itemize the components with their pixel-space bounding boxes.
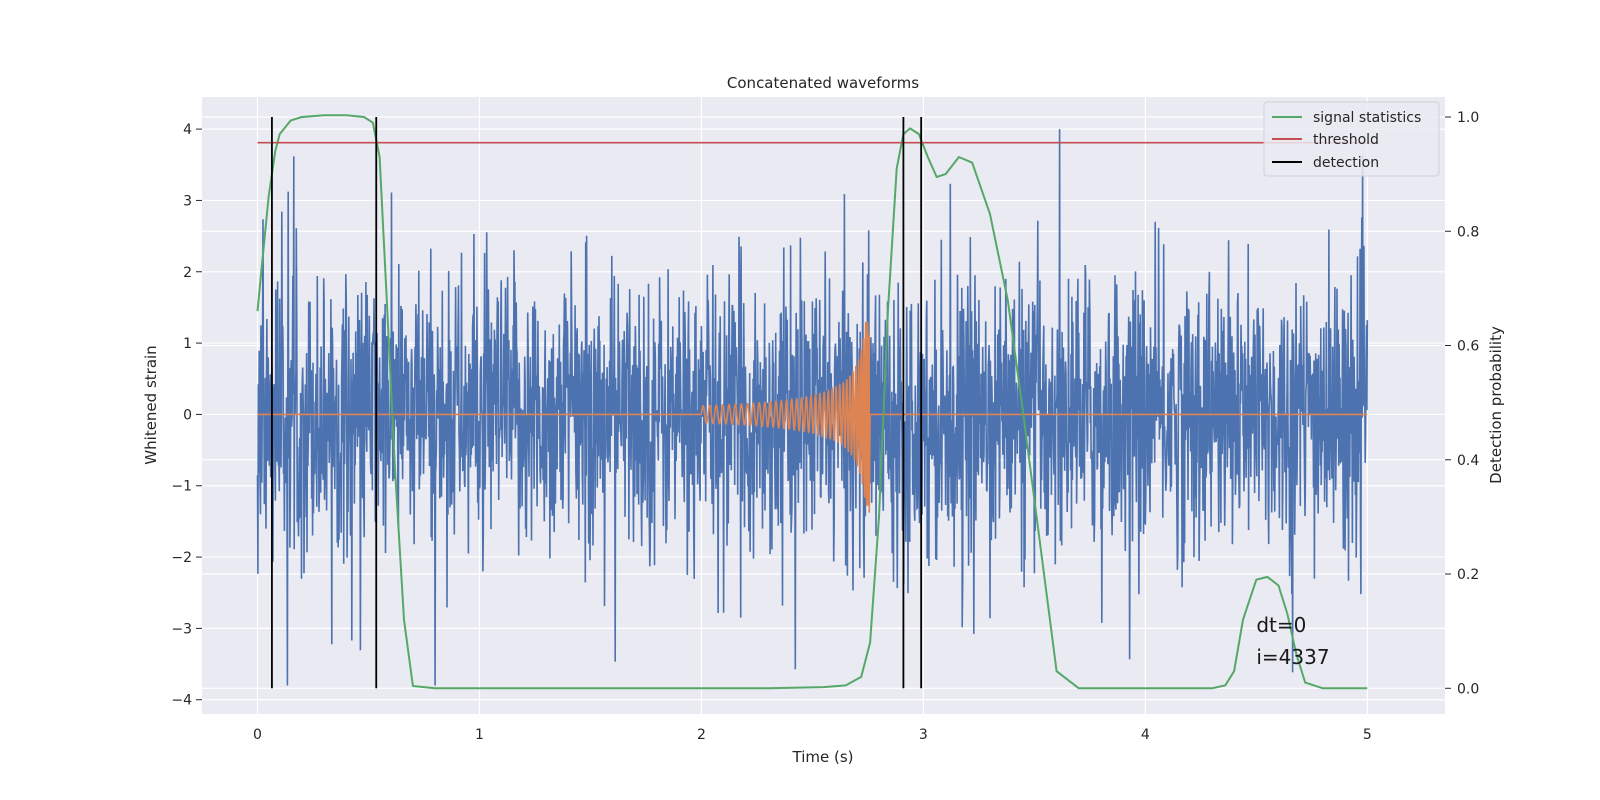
y2-axis-ticks: 0.0 0.2 0.4 0.6 0.8 1.0 — [1445, 110, 1479, 697]
chart-title: Concatenated waveforms — [727, 74, 919, 92]
template-layer — [257, 321, 1368, 513]
strain-layer — [256, 129, 1369, 686]
y2-tick-label: 1.0 — [1457, 110, 1479, 126]
y-tick-label: 3 — [183, 193, 192, 209]
y-tick-label: 0 — [183, 407, 192, 423]
y-tick-label: −1 — [171, 479, 192, 495]
y-axis-title: Whitened strain — [142, 345, 160, 464]
x-tick-label: 5 — [1363, 727, 1372, 743]
x-axis-ticks: 0 1 2 3 4 5 — [253, 727, 1372, 743]
legend: signal statistics threshold detection — [1263, 101, 1440, 177]
x-tick-label: 1 — [475, 727, 484, 743]
y-tick-label: −3 — [171, 621, 192, 637]
annotation-layer: dt=0 i=4337 — [1256, 613, 1329, 669]
x-axis-title: Time (s) — [792, 748, 854, 766]
x-tick-label: 2 — [697, 727, 706, 743]
template-series-line — [257, 321, 1368, 513]
y-tick-label: −4 — [171, 693, 192, 709]
y-tick-label: 1 — [183, 336, 192, 352]
y-axis-ticks: −4 −3 −2 −1 0 1 2 3 4 — [171, 122, 202, 709]
legend-box — [1263, 101, 1440, 177]
y-tick-label: 2 — [183, 265, 192, 281]
y2-tick-label: 0.0 — [1457, 681, 1479, 697]
y2-tick-label: 0.2 — [1457, 567, 1479, 583]
x-tick-label: 0 — [253, 727, 262, 743]
legend-label-threshold: threshold — [1313, 132, 1379, 148]
x-tick-label: 4 — [1141, 727, 1150, 743]
strain-series-line — [256, 129, 1369, 686]
y2-tick-label: 0.6 — [1457, 339, 1479, 355]
legend-label-detection: detection — [1313, 155, 1379, 171]
y2-tick-label: 0.8 — [1457, 224, 1479, 240]
annotation-text: i=4337 — [1256, 645, 1329, 669]
y-tick-label: −2 — [171, 550, 192, 566]
legend-label-signal-statistics: signal statistics — [1313, 110, 1421, 126]
y2-tick-label: 0.4 — [1457, 453, 1479, 469]
signal-statistics-line — [256, 114, 1368, 690]
x-tick-label: 3 — [919, 727, 928, 743]
y-tick-label: 4 — [183, 122, 192, 138]
annotation-text: dt=0 — [1256, 613, 1306, 637]
y2-axis-title: Detection probability — [1487, 326, 1505, 484]
stat-layer — [256, 114, 1379, 690]
